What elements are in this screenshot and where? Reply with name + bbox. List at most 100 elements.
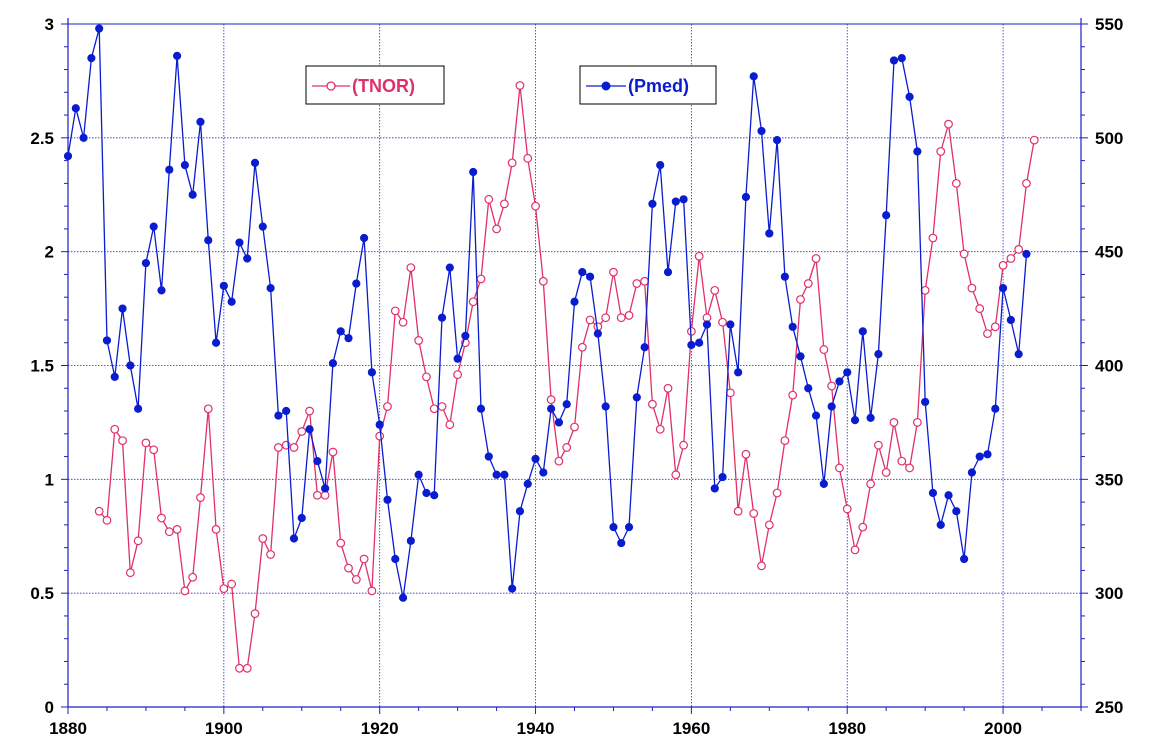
data-point [289,443,299,452]
data-point [468,297,478,307]
data-point [484,452,493,461]
data-point [398,317,408,327]
data-point [749,509,759,518]
data-point [250,609,260,619]
data-point [640,276,650,286]
data-point [375,431,385,441]
y-tick-label-left: 2 [45,243,54,262]
data-point [850,545,860,555]
series-line [67,27,1028,599]
data-point [188,190,197,199]
data-point [211,525,221,534]
data-point [492,470,501,479]
data-point [445,263,454,272]
data-point [617,538,626,548]
data-point [835,377,844,386]
legend-pmed-label: (Pmed) [628,76,689,96]
data-point [593,329,602,338]
data-point [204,236,213,245]
axes [61,18,1088,714]
data-point [258,534,268,543]
data-point [531,454,540,463]
data-point [453,354,462,363]
data-point [702,313,712,323]
data-point [141,258,151,268]
data-point [492,224,501,234]
data-point [243,254,252,263]
data-point [827,381,837,391]
data-point [998,260,1008,270]
data-point [110,424,120,434]
data-point [422,488,431,498]
data-point [398,593,408,602]
data-point [149,445,159,455]
data-point [437,313,447,322]
data-point [476,404,486,413]
data-point [811,254,821,263]
data-point [765,229,774,238]
data-point [921,397,930,407]
data-point [126,361,135,370]
data-point [975,452,984,461]
data-point [843,368,852,377]
data-point [469,167,478,177]
y-tick-label-left: 1 [45,470,54,489]
data-point [936,147,946,156]
data-point [344,563,353,573]
data-point [71,104,80,113]
data-point [679,440,688,450]
data-point [305,425,314,434]
data-point [772,488,782,498]
data-point [562,400,571,409]
data-point [804,384,813,393]
data-point [858,327,867,336]
data-point [827,402,836,411]
y-tick-label-right: 450 [1095,243,1123,262]
data-point [889,56,899,65]
data-point [547,404,556,413]
data-point [383,495,392,504]
data-point [430,491,439,500]
series-pmed [63,24,1031,602]
data-point [718,472,727,482]
data-point [632,279,642,288]
data-point [1029,135,1039,145]
data-point [913,147,922,156]
data-point [172,525,182,534]
x-tick-label: 1880 [49,719,87,738]
y-tick-label-left: 3 [45,15,54,34]
data-point [180,586,190,596]
data-point [359,554,369,564]
data-point [546,395,556,405]
data-point [991,404,1000,413]
data-point [640,343,649,352]
data-point [321,484,330,493]
data-point [242,663,252,673]
data-point [180,161,189,170]
y-tick-label-left: 0 [45,698,54,717]
data-point [227,579,237,589]
y-tick-label-right: 400 [1095,357,1123,376]
data-point [850,416,860,425]
data-point [266,283,275,293]
data-point [710,484,719,493]
data-point [749,72,758,81]
data-point [235,238,244,247]
data-point [188,572,198,582]
data-point [819,345,829,354]
legend-pmed-marker [601,81,611,91]
data-point [523,479,532,488]
data-point [328,447,338,457]
data-point [570,297,579,306]
data-point [679,195,688,204]
data-point [157,513,166,523]
data-point [508,584,517,593]
data-point [515,507,525,516]
data-point [141,438,151,448]
data-point [695,338,704,347]
data-point [897,54,906,63]
data-point [655,424,665,434]
data-point [764,520,774,530]
legend-tnor-label: (TNOR) [352,76,415,96]
